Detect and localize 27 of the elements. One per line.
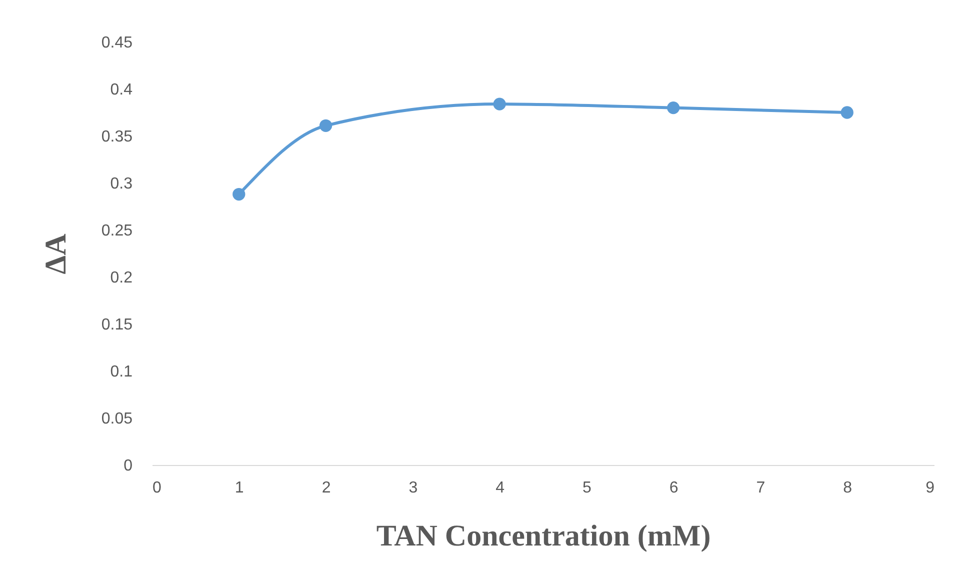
x-tick-label: 1: [234, 480, 244, 496]
point: [667, 101, 680, 114]
y-tick-label: 0.35: [101, 128, 133, 146]
x-tick-label: 8: [843, 480, 852, 496]
y-tick-label: 0.45: [101, 34, 133, 52]
y-tick-label: 0.05: [101, 410, 133, 428]
y-tick-label: 0.4: [110, 82, 133, 98]
point: [493, 98, 506, 110]
x-tick-label: 3: [408, 480, 418, 496]
x-axis-title: TAN Concentration (mM): [376, 520, 711, 552]
point: [319, 119, 332, 132]
x-tick-label: 9: [926, 480, 935, 496]
y-tick-label: 0: [124, 458, 133, 474]
y-axis-title: ΔA: [39, 233, 72, 274]
x-tick-label: 6: [669, 480, 678, 496]
x-tick-label: 2: [322, 480, 331, 496]
x-tick-label: 4: [496, 480, 505, 496]
y-tick-label: 0.25: [101, 222, 133, 240]
x-tick-label: 5: [582, 480, 592, 496]
x-tick-label: 7: [756, 480, 766, 496]
y-tick-label: 0.2: [110, 270, 133, 286]
point: [840, 106, 854, 119]
x-tick-label: 0: [152, 480, 162, 496]
y-tick-label: 0.15: [101, 316, 133, 334]
y-tick-label: 0.3: [110, 176, 133, 192]
point: [232, 188, 246, 201]
y-tick-label: 0.1: [110, 364, 133, 380]
